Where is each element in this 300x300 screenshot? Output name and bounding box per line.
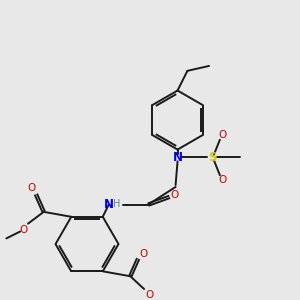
Text: O: O	[28, 183, 36, 193]
Text: O: O	[170, 190, 179, 200]
Text: N: N	[104, 198, 114, 211]
Text: H: H	[113, 199, 120, 209]
Text: O: O	[146, 290, 154, 300]
Text: N: N	[172, 151, 183, 164]
Text: O: O	[219, 130, 227, 140]
Text: O: O	[219, 175, 227, 185]
Text: O: O	[19, 225, 27, 235]
Text: O: O	[139, 249, 147, 259]
Text: S: S	[208, 151, 216, 164]
